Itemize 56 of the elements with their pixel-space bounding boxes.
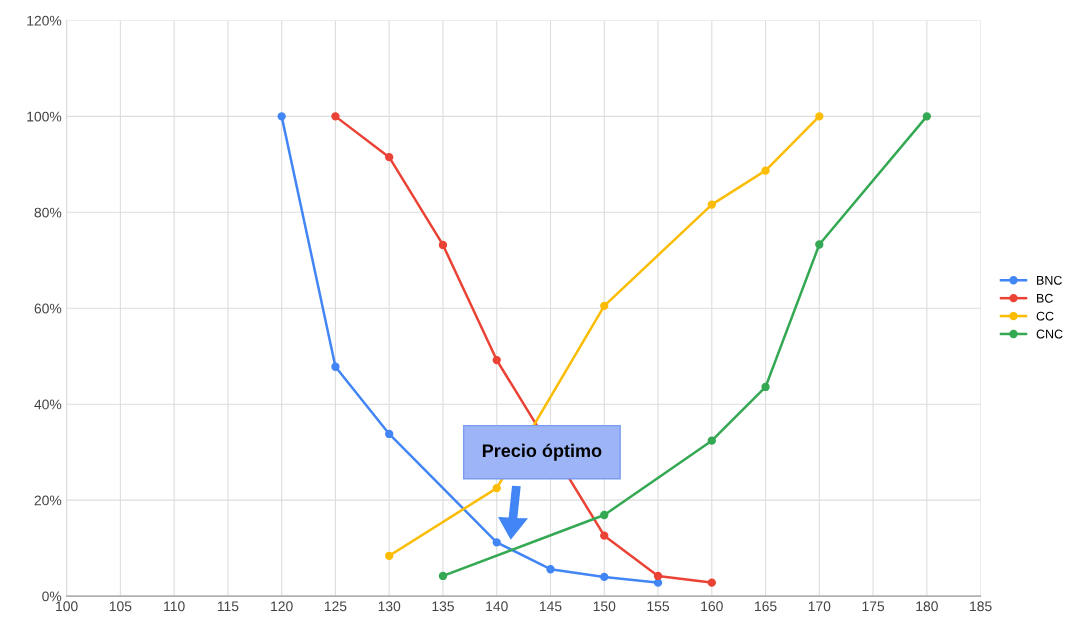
y-tick-label: 80% [34, 207, 62, 218]
point [600, 301, 609, 311]
x-tick-label: 150 [593, 601, 616, 612]
y-tick-label: 100% [27, 111, 62, 122]
y-tick-label: 40% [34, 399, 62, 410]
point [600, 531, 609, 540]
x-tick-label: 160 [701, 601, 723, 612]
x-tick-label: 140 [486, 601, 508, 612]
x-tick-label: 120 [271, 601, 293, 612]
x-tick-label: 145 [539, 601, 562, 612]
point [492, 483, 501, 493]
point [761, 382, 770, 392]
point [707, 578, 716, 587]
point [600, 510, 609, 520]
point [815, 240, 824, 249]
point [438, 240, 448, 250]
point [815, 112, 824, 121]
x-tick-label: 185 [970, 601, 992, 612]
y-tick-label: 20% [34, 495, 62, 506]
point [331, 112, 340, 121]
x-tick-label: 110 [164, 601, 185, 612]
y-tick-label: 120% [27, 15, 62, 26]
point [492, 538, 501, 547]
point [600, 572, 609, 582]
point [707, 200, 716, 209]
point [277, 112, 286, 121]
point [546, 565, 555, 574]
point [492, 355, 501, 365]
legend-label: BNC [1037, 275, 1062, 285]
x-tick-label: 115 [217, 601, 239, 612]
y-tick-label: 60% [34, 303, 62, 314]
point [653, 578, 663, 587]
x-tick-label: 175 [862, 601, 885, 612]
point [385, 152, 394, 162]
annotation: Precio óptimo [482, 443, 602, 461]
y-tick-label: 0% [42, 591, 62, 602]
x-tick-label: 100 [56, 601, 78, 612]
legend-label: BC [1037, 293, 1053, 303]
point [438, 571, 448, 581]
x-tick-label: 165 [755, 601, 777, 612]
x-tick-label: 135 [432, 601, 454, 612]
point [922, 112, 932, 121]
point [761, 166, 770, 175]
legend-label: CNC [1036, 329, 1063, 339]
point [385, 551, 394, 560]
point [653, 571, 663, 581]
point [707, 436, 716, 445]
x-tick-label: 105 [109, 601, 132, 612]
x-tick-label: 170 [808, 601, 831, 612]
point [385, 429, 394, 439]
x-tick-label: 180 [916, 601, 938, 612]
point [331, 362, 340, 371]
legend-label: CC [1036, 311, 1054, 321]
x-tick-label: 155 [647, 601, 670, 612]
x-tick-label: 125 [324, 601, 347, 612]
x-tick-label: 130 [378, 601, 401, 612]
